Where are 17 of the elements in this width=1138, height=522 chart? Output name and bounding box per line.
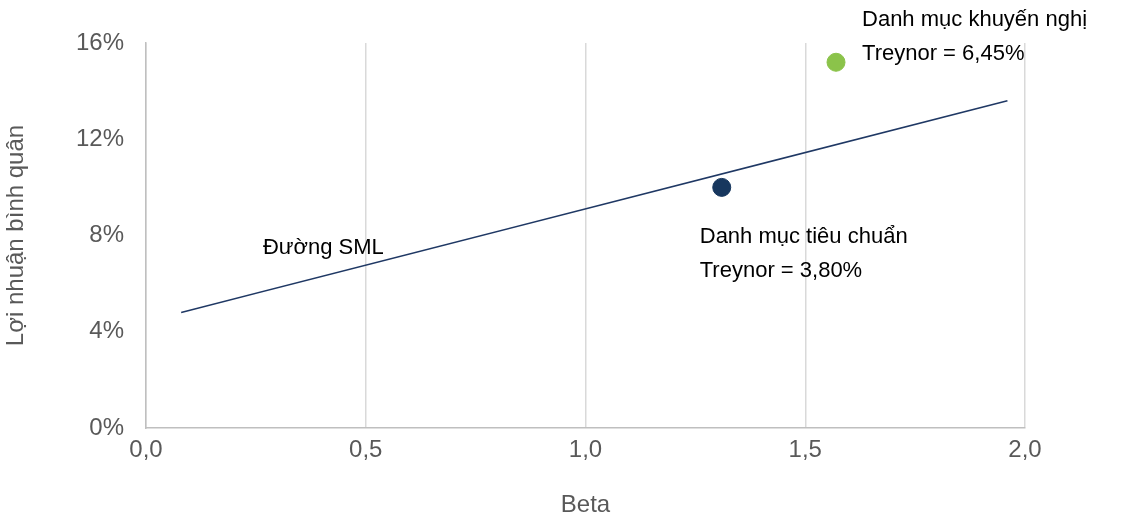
y-tick-label: 8% xyxy=(89,220,124,248)
series-label: Danh mục tiêu chuẩn xyxy=(699,223,908,249)
x-tick-label: 0,0 xyxy=(129,435,163,463)
y-tick-label: 0% xyxy=(89,412,124,440)
annotation: Treynor = 6,45% xyxy=(862,40,1025,66)
x-tick-label: 0,5 xyxy=(349,435,383,463)
annotation: Treynor = 3,80% xyxy=(699,257,863,283)
series-label: Danh mục khuyến nghị xyxy=(862,6,1088,32)
y-tick-label: 12% xyxy=(75,123,124,151)
y-tick-label: 16% xyxy=(75,27,124,55)
x-tick-label: 1,5 xyxy=(788,435,822,463)
series-label: Đường SML xyxy=(262,233,384,259)
y-tick-label: 4% xyxy=(89,316,124,344)
x-tick-label: 2,0 xyxy=(1008,435,1042,463)
y-axis-title: Lợi nhuận bình quân xyxy=(1,124,29,347)
x-axis-title: Beta xyxy=(560,490,611,518)
x-tick-label: 1,0 xyxy=(568,435,603,463)
